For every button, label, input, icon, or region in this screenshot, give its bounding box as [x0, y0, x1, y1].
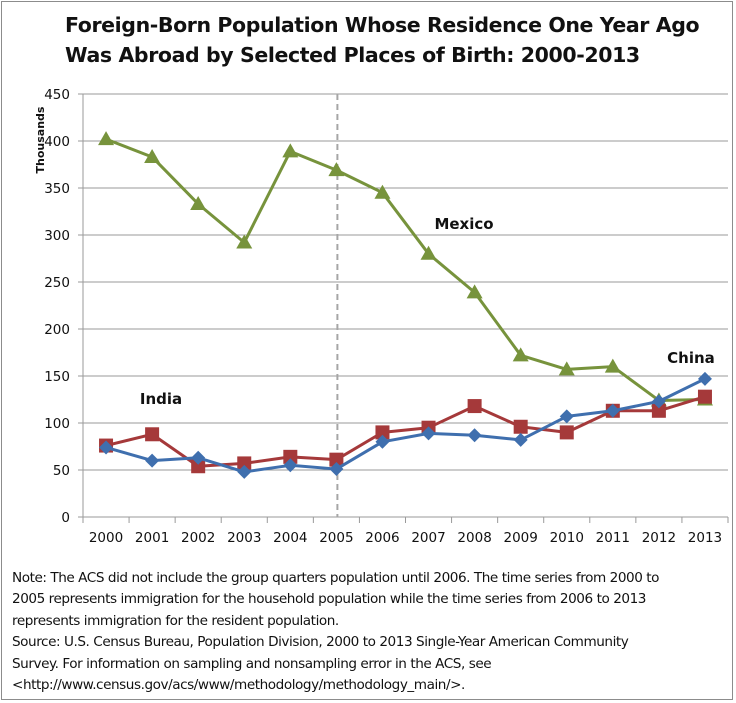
data-point-mexico — [512, 347, 529, 362]
source-line: Survey. For information on sampling and … — [12, 655, 492, 672]
source-line: Source: U.S. Census Bureau, Population D… — [12, 634, 629, 651]
series-group — [98, 131, 713, 479]
annotations: Mexico India China — [140, 215, 715, 408]
data-point-mexico — [144, 148, 161, 163]
data-point-china — [283, 458, 298, 473]
data-point-mexico — [466, 284, 483, 299]
data-point-china — [99, 440, 114, 455]
x-tick-label: 2002 — [181, 530, 215, 546]
source-url: <http://www.census.gov/acs/www/methodolo… — [12, 677, 465, 694]
data-point-china — [375, 434, 390, 449]
x-tick-label: 2001 — [135, 530, 169, 546]
data-point-india — [191, 459, 206, 474]
x-tick-label: 2009 — [503, 530, 537, 546]
data-point-china — [605, 403, 620, 418]
chart-note: Note: The ACS did not include the group … — [12, 568, 728, 696]
series-line-mexico — [105, 137, 705, 402]
series-line-india — [105, 395, 706, 468]
data-point-india — [559, 425, 574, 440]
y-tick-label: 450 — [44, 87, 70, 103]
data-point-mexico — [374, 184, 391, 199]
data-point-china — [421, 426, 436, 441]
x-tick-label: 2000 — [89, 530, 123, 546]
data-point-china — [145, 453, 160, 468]
y-tick-label: 250 — [44, 275, 70, 291]
chart-title-line-2: Was Abroad by Selected Places of Birth: … — [65, 43, 640, 67]
note-line: 2005 represents immigration for the hous… — [12, 591, 646, 608]
x-tick-label: 2004 — [273, 530, 307, 546]
data-point-india — [283, 449, 298, 464]
y-tick-label: 0 — [61, 510, 70, 526]
data-point-china — [237, 464, 252, 479]
chart-title-line-1: Foreign-Born Population Whose Residence … — [65, 13, 700, 37]
data-point-china — [651, 394, 666, 409]
series-line-china — [105, 377, 706, 474]
data-point-india — [651, 403, 666, 418]
data-point-mexico — [282, 143, 299, 158]
data-point-mexico — [328, 162, 345, 177]
x-tick-label: 2003 — [227, 530, 261, 546]
x-tick-label: 2005 — [319, 530, 353, 546]
x-tick-label: 2013 — [688, 530, 722, 546]
x-tick-label: 2008 — [457, 530, 491, 546]
gridlines — [83, 93, 728, 471]
data-point-china — [191, 450, 206, 465]
note-line: represents immigration for the resident … — [12, 612, 339, 629]
y-tick-label: 200 — [44, 322, 70, 338]
y-tick-label: 350 — [44, 181, 70, 197]
series-label-mexico: Mexico — [434, 215, 493, 233]
data-point-india — [513, 419, 528, 434]
y-tick-label: 150 — [44, 369, 70, 385]
data-point-mexico — [420, 245, 437, 260]
y-tick-label: 300 — [44, 228, 70, 244]
x-tick-label: 2011 — [596, 530, 630, 546]
x-tick-label: 2012 — [642, 530, 676, 546]
data-point-india — [375, 425, 390, 440]
y-tick-label: 50 — [53, 463, 70, 479]
data-point-mexico — [98, 131, 115, 146]
chart-title: Foreign-Born Population Whose Residence … — [65, 10, 705, 70]
x-tick-label: 2007 — [411, 530, 445, 546]
data-point-mexico — [558, 361, 575, 376]
data-point-mexico — [604, 358, 621, 373]
line-chart: 0 50 100 150 200 250 300 350 400 450 2000 2001 2002… — [34, 87, 729, 546]
data-point-india — [467, 399, 482, 414]
note-line: Note: The ACS did not include the group … — [12, 570, 660, 586]
data-point-china — [329, 462, 344, 477]
data-point-china — [697, 371, 712, 386]
data-point-mexico — [236, 234, 253, 249]
y-tick-label: 100 — [44, 416, 70, 432]
data-point-india — [697, 389, 712, 404]
y-tick-label: 400 — [44, 134, 70, 150]
data-point-mexico — [190, 195, 207, 210]
x-axis: 2000 2001 2002 2003 2004 2005 2006 2007 2008 2009… — [82, 94, 729, 546]
y-axis-label: Thousands — [34, 106, 47, 173]
data-point-china — [559, 409, 574, 424]
data-point-india — [237, 456, 252, 471]
data-point-china — [513, 432, 528, 447]
x-tick-label: 2006 — [365, 530, 399, 546]
data-point-china — [467, 428, 482, 443]
data-point-india — [329, 452, 344, 467]
series-label-india: India — [140, 390, 182, 408]
x-tick-label: 2010 — [550, 530, 584, 546]
series-label-china: China — [667, 349, 715, 367]
y-axis-ticks: 0 50 100 150 200 250 300 350 400 450 — [44, 87, 83, 526]
data-point-india — [145, 427, 160, 442]
